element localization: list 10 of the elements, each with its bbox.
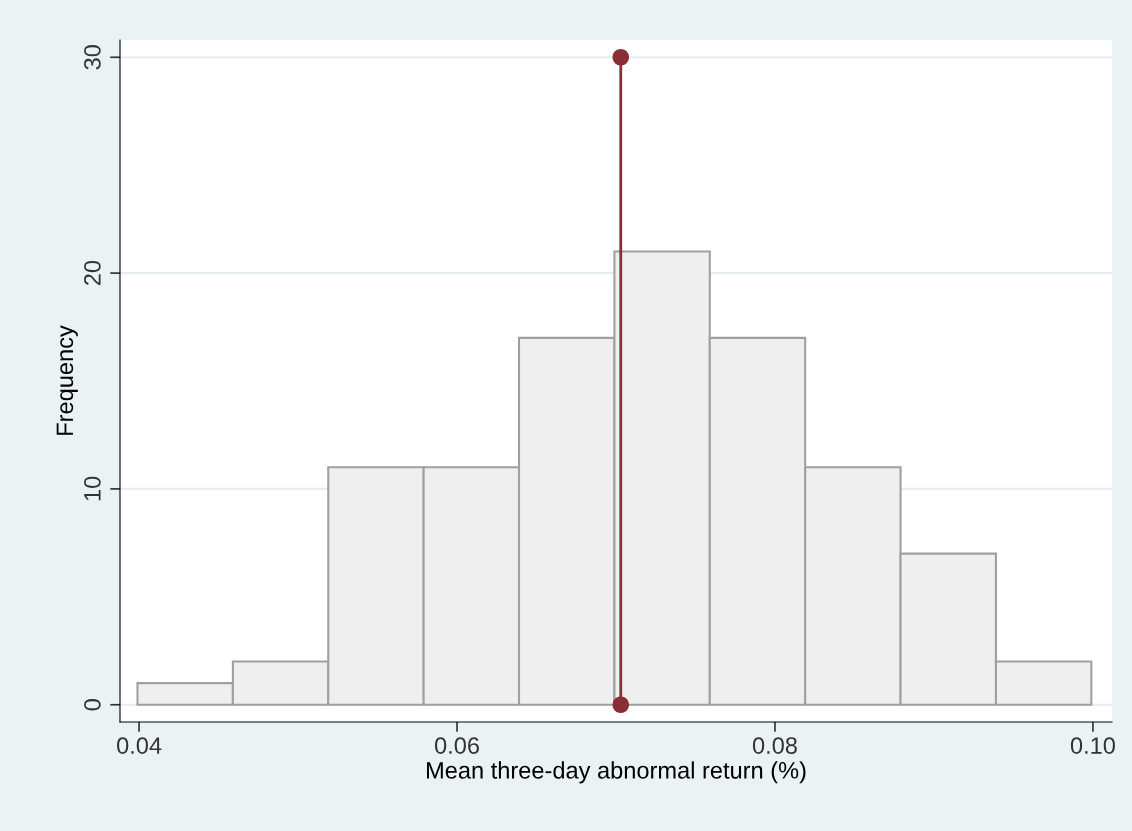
x-tick-label: 0.08 <box>752 737 797 754</box>
x-tick-label: 0.06 <box>434 737 479 754</box>
y-tick-label: 30 <box>84 45 101 70</box>
x-axis-title: Mean three-day abnormal return (%) <box>427 761 806 784</box>
y-tick-label: 20 <box>84 260 101 286</box>
x-tick-label: 0.04 <box>117 737 162 754</box>
x-tick-label: 0.10 <box>1070 737 1115 754</box>
y-tick-label: 0 <box>84 699 101 711</box>
y-axis-title: Frequency <box>56 325 78 435</box>
y-tick-label: 10 <box>84 476 101 501</box>
